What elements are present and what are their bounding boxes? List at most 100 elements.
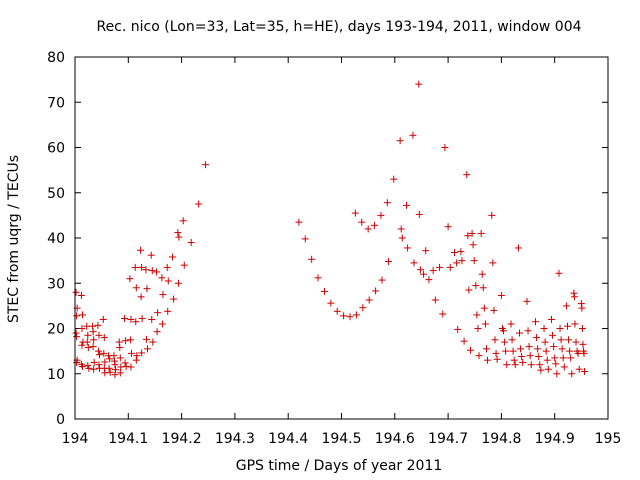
data-point: [295, 218, 303, 226]
data-point: [89, 322, 97, 330]
data-point: [444, 223, 452, 231]
data-point: [578, 304, 586, 312]
data-point: [352, 311, 360, 319]
x-axis-label: GPS time / Days of year 2011: [236, 458, 443, 474]
data-point: [137, 246, 145, 254]
x-tick-label-1: 194.1: [108, 431, 148, 447]
data-point: [148, 315, 156, 323]
data-point: [420, 270, 428, 278]
data-point: [110, 352, 118, 360]
data-point: [493, 355, 501, 363]
data-point: [551, 354, 559, 362]
data-point: [491, 336, 499, 344]
data-point: [581, 367, 589, 375]
data-point: [94, 321, 102, 329]
data-point: [126, 275, 134, 283]
data-point: [549, 331, 557, 339]
data-point: [552, 360, 560, 368]
data-point: [446, 263, 454, 271]
data-point: [320, 287, 328, 295]
data-point: [579, 340, 587, 348]
data-point: [458, 257, 466, 265]
data-point: [195, 200, 203, 208]
data-point: [138, 315, 146, 323]
data-point: [202, 161, 210, 169]
data-point: [95, 361, 103, 369]
data-point: [439, 310, 447, 318]
data-point: [163, 263, 171, 271]
data-point: [131, 263, 139, 271]
data-point: [398, 234, 406, 242]
y-tick-label-4: 40: [47, 231, 65, 247]
data-point: [174, 279, 182, 287]
data-point: [158, 274, 166, 282]
data-point: [85, 364, 93, 372]
data-point: [372, 287, 380, 295]
data-point: [142, 266, 150, 274]
data-point: [138, 349, 146, 357]
data-point: [537, 366, 545, 374]
y-tick-label-5: 50: [47, 186, 65, 202]
data-point: [383, 199, 391, 207]
data-point: [501, 338, 509, 346]
data-point: [371, 221, 379, 229]
y-tick-label-6: 60: [47, 141, 65, 157]
data-point: [138, 263, 146, 271]
data-point: [542, 347, 550, 355]
x-tick-label-0: 194: [62, 431, 89, 447]
data-point: [133, 352, 141, 360]
data-point: [90, 358, 98, 366]
data-point: [409, 131, 417, 139]
data-point: [468, 229, 476, 237]
data-point: [574, 349, 582, 357]
data-point: [377, 211, 385, 219]
data-point: [571, 320, 579, 328]
y-axis-label: STEC from uqrg / TECUs: [6, 155, 22, 323]
data-point: [416, 266, 424, 274]
data-point: [481, 320, 489, 328]
data-point: [525, 343, 533, 351]
data-point: [143, 285, 151, 293]
data-point: [308, 255, 316, 263]
data-point: [132, 318, 140, 326]
data-point: [464, 232, 472, 240]
data-point: [95, 331, 103, 339]
x-tick-label-9: 194.9: [535, 431, 575, 447]
data-point: [523, 297, 531, 305]
data-point: [526, 352, 534, 360]
data-point: [533, 334, 541, 342]
data-point: [153, 328, 161, 336]
data-point: [460, 337, 468, 345]
x-tick-label-10: 195: [595, 431, 622, 447]
data-point: [436, 263, 444, 271]
data-point: [509, 347, 517, 355]
data-point: [503, 361, 511, 369]
data-point: [540, 325, 548, 332]
data-point: [466, 346, 474, 354]
data-point: [475, 352, 483, 360]
data-point: [514, 244, 522, 252]
data-point: [143, 345, 151, 353]
data-point: [112, 366, 120, 374]
data-point: [563, 322, 571, 330]
data-point: [517, 345, 525, 353]
data-point: [441, 144, 449, 151]
data-point: [122, 337, 130, 345]
data-point: [359, 304, 367, 312]
data-point: [422, 247, 430, 255]
data-point: [550, 343, 558, 351]
data-point: [132, 284, 140, 292]
x-tick-label-3: 194.3: [215, 431, 255, 447]
data-point: [404, 244, 412, 252]
data-point: [365, 296, 373, 304]
data-point: [518, 353, 526, 361]
data-point: [480, 304, 488, 312]
data-point: [126, 336, 134, 344]
data-point: [544, 365, 552, 373]
data-point: [541, 338, 549, 346]
data-point: [89, 328, 97, 336]
data-point: [566, 347, 574, 355]
data-point: [559, 354, 567, 362]
